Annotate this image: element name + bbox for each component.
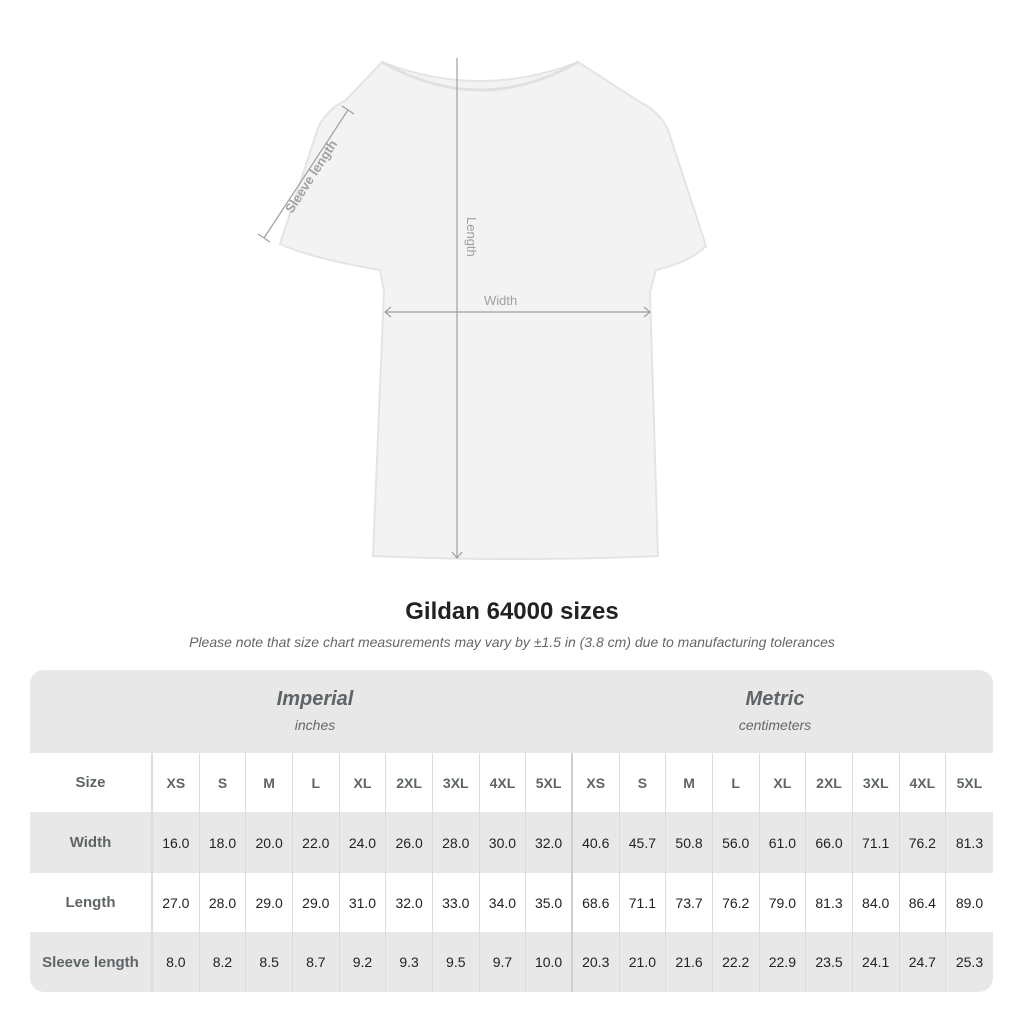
value-cell: 71.1 (620, 873, 667, 932)
value-cell: 8.0 (153, 932, 200, 992)
size-header-cell: L (293, 753, 340, 812)
value-cell: 24.7 (900, 932, 947, 992)
size-header-cell: XL (340, 753, 387, 812)
tolerance-note: Please note that size chart measurements… (189, 634, 835, 650)
value-cell: 23.5 (806, 932, 853, 992)
value-cell: 29.0 (293, 873, 340, 932)
size-header-cell: M (246, 753, 293, 812)
value-cell: 28.0 (200, 873, 247, 932)
value-cell: 50.8 (666, 812, 713, 873)
value-cell: 56.0 (713, 812, 760, 873)
tshirt-diagram: Sleeve length Length Width (257, 58, 708, 560)
value-cell: 35.0 (526, 873, 573, 932)
value-cell: 71.1 (853, 812, 900, 873)
value-cell: 9.5 (433, 932, 480, 992)
tshirt-image (278, 60, 708, 560)
value-cell: 9.7 (480, 932, 527, 992)
value-cell: 84.0 (853, 873, 900, 932)
size-header-cell: 2XL (806, 753, 853, 812)
chart-title: Gildan 64000 sizes (405, 598, 619, 625)
metric-unit: centimeters (738, 717, 812, 733)
size-header-cell: M (666, 753, 713, 812)
value-cell: 76.2 (900, 812, 947, 873)
value-cell: 27.0 (153, 873, 200, 932)
value-cell: 18.0 (200, 812, 247, 873)
imperial-header: Imperial inches (150, 670, 480, 733)
table-row: Length 27.0 28.0 29.0 29.0 31.0 32.0 33.0 34.0 35… (30, 873, 993, 932)
value-cell: 81.3 (955, 834, 984, 851)
size-header-row: Size XS S M L XL 2XL 3XL 4XL 5XL XS S M L XL 2XL 3XL 4XL 5… (30, 753, 993, 812)
value-cell: 24.1 (853, 932, 900, 992)
value-cell: 32.0 (386, 873, 433, 932)
value-cell: 79.0 (760, 873, 807, 932)
size-header-cell: 4XL (900, 753, 947, 812)
value-cell: 20.0 (246, 812, 293, 873)
value-cell: 89.0 (955, 894, 984, 911)
length-label: Length (464, 217, 479, 257)
size-header-cell: L (713, 753, 760, 812)
imperial-unit: inches (294, 717, 336, 733)
row-label: Sleeve length (30, 932, 153, 992)
value-cell: 8.5 (246, 932, 293, 992)
value-cell: 29.0 (246, 873, 293, 932)
value-cell: 8.7 (293, 932, 340, 992)
value-cell: 61.0 (760, 812, 807, 873)
size-header-cell: 5XL (956, 774, 983, 791)
value-cell: 21.0 (620, 932, 667, 992)
size-header-cell: 5XL (526, 753, 573, 812)
sleeve-measure-line (263, 109, 349, 239)
value-cell: 32.0 (526, 812, 573, 873)
size-header-cell: XL (760, 753, 807, 812)
value-cell: 10.0 (526, 932, 573, 992)
value-cell: 26.0 (386, 812, 433, 873)
value-cell: 24.0 (340, 812, 387, 873)
value-cell: 76.2 (713, 873, 760, 932)
value-cell: 33.0 (433, 873, 480, 932)
tshirt-collar (381, 60, 579, 92)
size-header-cell: 4XL (480, 753, 527, 812)
value-cell: 21.6 (666, 932, 713, 992)
value-cell: 45.7 (620, 812, 667, 873)
row-label: Size (30, 753, 153, 812)
value-cell: 31.0 (340, 873, 387, 932)
value-cell: 30.0 (480, 812, 527, 873)
value-cell: 66.0 (806, 812, 853, 873)
size-header-cell: S (200, 753, 247, 812)
value-cell: 9.2 (340, 932, 387, 992)
table-row: Sleeve length 8.0 8.2 8.5 8.7 9.2 9.3 9.5 9.7 10.… (30, 932, 993, 992)
value-cell: 22.2 (713, 932, 760, 992)
size-header-cell: XS (573, 753, 620, 812)
metric-label: Metric (745, 688, 805, 710)
size-header-cell: 3XL (853, 753, 900, 812)
size-header-cell: 3XL (433, 753, 480, 812)
size-header-cell: 2XL (386, 753, 433, 812)
value-cell: 40.6 (573, 812, 620, 873)
value-cell: 28.0 (433, 812, 480, 873)
size-header-cell: S (620, 753, 667, 812)
row-label: Length (30, 873, 153, 932)
metric-header: Metric centimeters (610, 670, 940, 733)
width-label: Width (484, 293, 517, 308)
value-cell: 86.4 (900, 873, 947, 932)
value-cell: 34.0 (480, 873, 527, 932)
value-cell: 9.3 (386, 932, 433, 992)
value-cell: 25.3 (955, 954, 984, 970)
size-table: Imperial inches Metric centimeters Size X… (30, 670, 993, 992)
imperial-label: Imperial (276, 688, 354, 710)
value-cell: 16.0 (153, 812, 200, 873)
value-cell: 73.7 (666, 873, 713, 932)
size-header-cell: XS (153, 753, 200, 812)
value-cell: 8.2 (200, 932, 247, 992)
value-cell: 81.3 (806, 873, 853, 932)
value-cell: 22.9 (760, 932, 807, 992)
row-label: Width (30, 812, 153, 873)
value-cell: 68.6 (573, 873, 620, 932)
value-cell: 20.3 (573, 932, 620, 992)
table-row: Width 16.0 18.0 20.0 22.0 24.0 26.0 28.0 30.0 32.… (30, 812, 993, 873)
value-cell: 22.0 (293, 812, 340, 873)
